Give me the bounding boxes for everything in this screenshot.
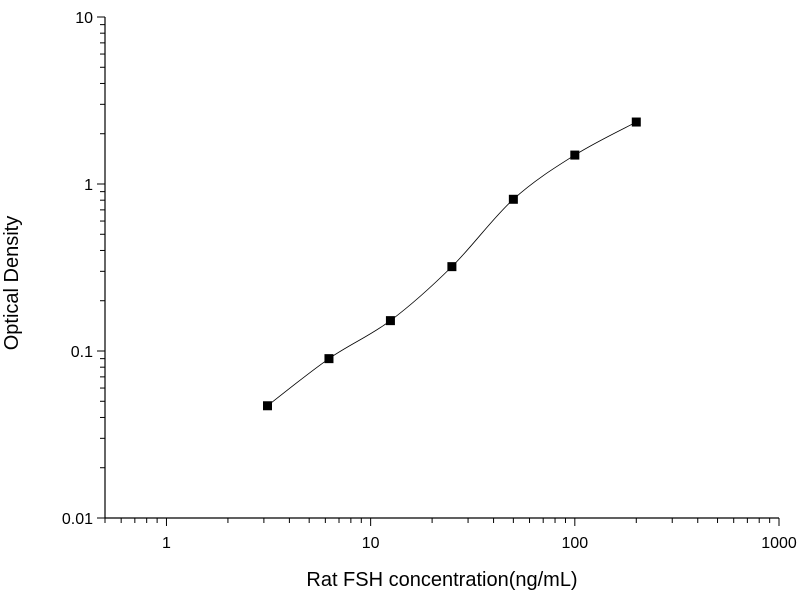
x-tick-label: 10 [362,535,380,552]
y-tick-label: 1 [84,177,93,194]
data-point [263,401,273,411]
data-points [263,117,641,411]
data-point [385,316,395,326]
y-tick-label: 10 [75,10,93,27]
data-point [508,194,518,204]
axes: 1 10 100 1000 0.01 0.1 1 10 [62,10,797,552]
data-point [570,150,580,160]
x-axis-title: Rat FSH concentration(ng/mL) [306,569,577,591]
data-point [447,262,457,272]
data-point [631,117,641,127]
y-axis-title: Optical Density [1,216,23,351]
x-tick-label: 1 [162,535,171,552]
y-tick-label: 0.01 [62,511,93,528]
data-point [324,354,334,364]
x-tick-label: 1000 [761,535,797,552]
x-tick-label: 100 [561,535,588,552]
y-tick-label: 0.1 [71,344,93,361]
